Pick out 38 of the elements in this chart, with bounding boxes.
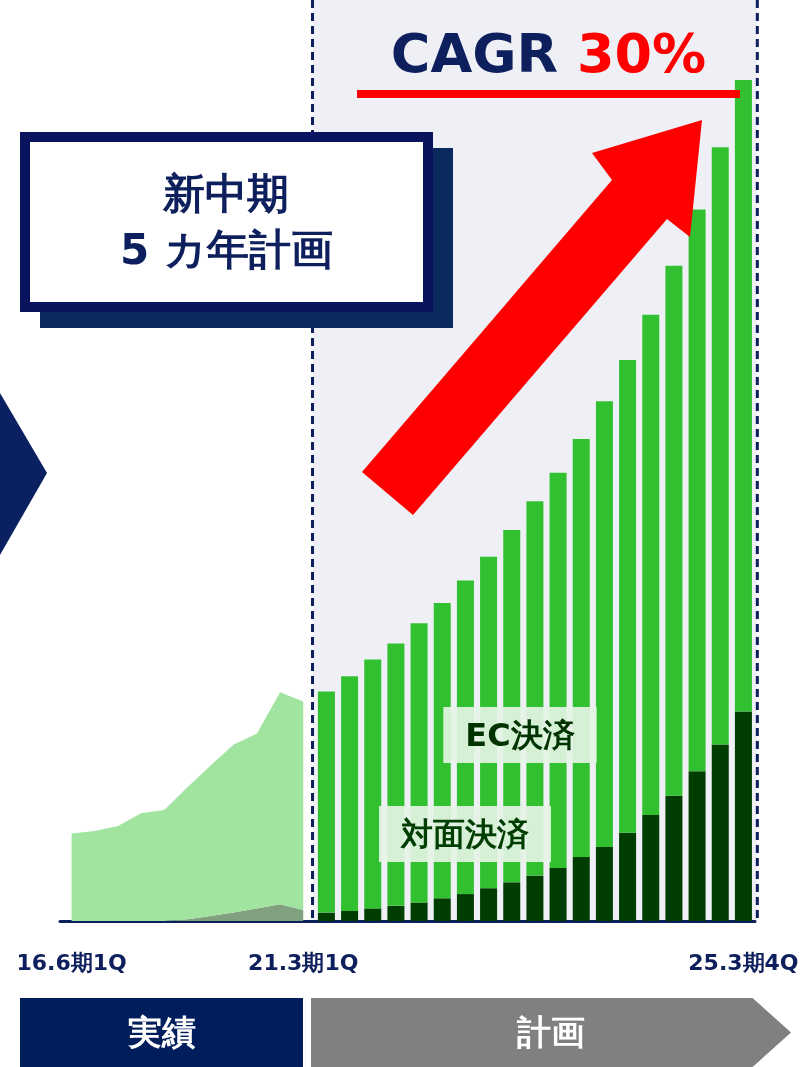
bar	[341, 676, 359, 911]
bar	[456, 894, 474, 921]
bar	[387, 905, 405, 921]
bar	[341, 910, 359, 921]
bar	[665, 265, 683, 796]
bar	[503, 882, 521, 921]
bar	[364, 908, 382, 921]
bar	[665, 795, 683, 921]
bar	[410, 902, 428, 921]
x-tick-label: 21.3期1Q	[248, 949, 359, 975]
text: 実績	[20, 998, 303, 1067]
bar	[642, 815, 660, 921]
bar	[317, 912, 335, 921]
chart-title: CAGR 30%	[357, 22, 740, 98]
bar	[549, 868, 567, 921]
series-label: EC決済	[465, 716, 575, 754]
x-tick-label: 16.6期1Q	[16, 949, 127, 975]
text: 計画	[311, 998, 791, 1067]
series-label: 対面決済	[400, 815, 529, 853]
bar	[734, 80, 752, 712]
bar	[688, 209, 706, 772]
bar	[572, 857, 590, 921]
bar	[619, 360, 637, 833]
bar	[688, 771, 706, 921]
bar	[595, 401, 613, 847]
bar	[433, 898, 451, 921]
bar	[526, 875, 544, 921]
x-tick-label: 25.3期4Q	[688, 949, 799, 975]
bar	[480, 888, 498, 921]
bar	[734, 711, 752, 921]
bar	[364, 659, 382, 909]
bar	[711, 147, 729, 745]
bar	[642, 314, 660, 816]
bar	[711, 744, 729, 921]
bar	[619, 832, 637, 921]
bar	[595, 846, 613, 921]
bar	[317, 691, 335, 913]
annotation: 新中期 5 カ年計画	[119, 168, 334, 276]
